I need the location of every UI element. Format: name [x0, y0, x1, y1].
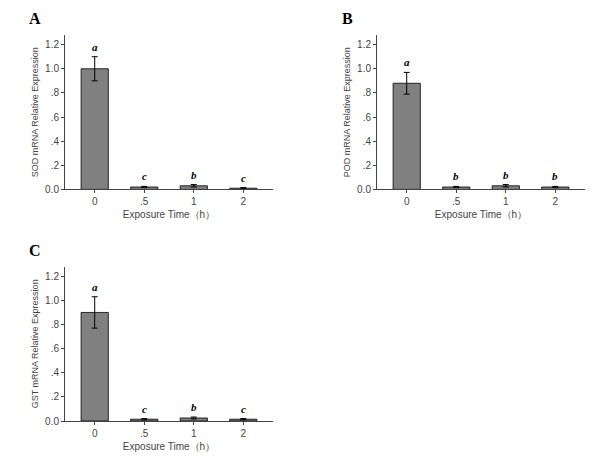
svg-text:.4: .4: [363, 136, 372, 147]
svg-text:A: A: [29, 10, 41, 27]
svg-text:GST mRNA Relative Expression: GST mRNA Relative Expression: [30, 279, 40, 408]
svg-text:1.2: 1.2: [45, 271, 59, 282]
svg-text:2: 2: [553, 196, 559, 207]
svg-text:a: a: [92, 281, 98, 293]
svg-text:.5: .5: [140, 196, 149, 207]
svg-text:0: 0: [92, 428, 98, 439]
svg-text:c: c: [241, 172, 246, 184]
svg-text:.4: .4: [51, 136, 60, 147]
svg-text:.5: .5: [140, 428, 149, 439]
svg-text:b: b: [503, 169, 509, 181]
svg-text:Exposure Time（h）: Exposure Time（h）: [435, 209, 527, 220]
svg-text:.6: .6: [363, 112, 372, 123]
svg-text:.8: .8: [51, 87, 60, 98]
svg-text:.8: .8: [51, 319, 60, 330]
svg-text:Exposure Time（h）: Exposure Time（h）: [123, 441, 215, 452]
svg-text:POD mRNA Relative Expression: POD mRNA Relative Expression: [342, 47, 352, 177]
svg-text:1: 1: [503, 196, 509, 207]
svg-text:Exposure Time（h）: Exposure Time（h）: [123, 209, 215, 220]
svg-text:1.2: 1.2: [45, 39, 59, 50]
svg-text:.6: .6: [51, 343, 60, 354]
svg-text:1.0: 1.0: [45, 295, 59, 306]
svg-text:1.0: 1.0: [357, 63, 371, 74]
svg-text:C: C: [29, 242, 41, 259]
svg-text:.2: .2: [363, 160, 372, 171]
svg-text:1: 1: [191, 428, 197, 439]
svg-text:.8: .8: [363, 87, 372, 98]
svg-text:1.2: 1.2: [357, 39, 371, 50]
svg-text:2: 2: [241, 428, 247, 439]
svg-text:a: a: [404, 56, 410, 68]
svg-text:c: c: [241, 403, 246, 415]
svg-text:0.0: 0.0: [45, 184, 59, 195]
svg-text:b: b: [552, 170, 558, 182]
svg-text:0: 0: [404, 196, 410, 207]
svg-text:0.0: 0.0: [45, 416, 59, 427]
svg-text:B: B: [342, 10, 353, 27]
svg-text:.6: .6: [51, 112, 60, 123]
svg-text:SOD mRNA Relative Expression: SOD mRNA Relative Expression: [30, 47, 40, 177]
svg-text:0: 0: [92, 196, 98, 207]
svg-text:.2: .2: [51, 160, 60, 171]
svg-text:0.0: 0.0: [357, 184, 371, 195]
svg-text:2: 2: [241, 196, 247, 207]
svg-text:c: c: [142, 403, 147, 415]
svg-text:b: b: [191, 401, 197, 413]
svg-text:c: c: [142, 170, 147, 182]
svg-text:1.0: 1.0: [45, 63, 59, 74]
svg-text:.5: .5: [452, 196, 461, 207]
svg-text:b: b: [191, 169, 197, 181]
svg-text:.2: .2: [51, 391, 60, 402]
svg-text:1: 1: [191, 196, 197, 207]
svg-text:.4: .4: [51, 367, 60, 378]
svg-text:b: b: [453, 170, 459, 182]
svg-text:a: a: [92, 41, 98, 53]
